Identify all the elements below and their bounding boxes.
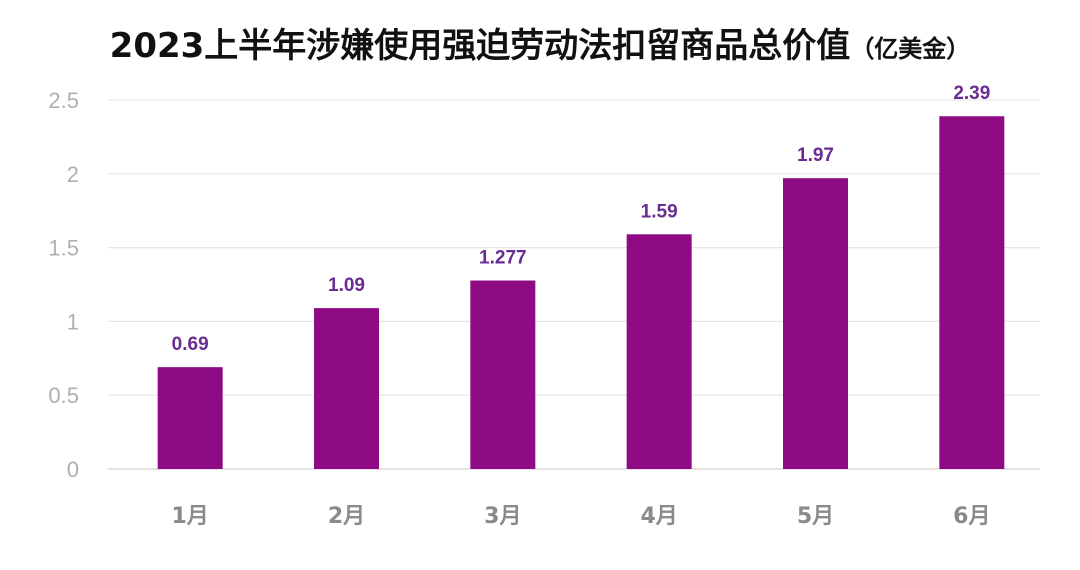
bar (939, 116, 1005, 470)
y-tick-label: 0 (67, 457, 79, 482)
y-axis: 0 0.5 1 1.5 2 2.5 (48, 88, 79, 482)
x-tick-label: 3月 (484, 504, 521, 529)
y-tick-label: 1 (67, 309, 79, 334)
data-labels: 0.69 1.09 1.277 1.59 1.97 2.39 (172, 83, 991, 355)
x-tick-label: 5月 (797, 504, 834, 529)
data-label: 0.69 (172, 334, 209, 355)
chart-title-text: 2023上半年涉嫌使用强迫劳动法扣留商品总价值 (109, 26, 851, 66)
data-label: 2.39 (953, 83, 990, 104)
data-label: 1.59 (641, 201, 678, 222)
bar (470, 280, 536, 469)
bars (157, 116, 1005, 470)
y-tick-label: 2.5 (48, 88, 79, 113)
gridlines (108, 99, 1040, 470)
y-tick-label: 0.5 (48, 383, 79, 408)
x-tick-label: 2月 (328, 504, 365, 529)
data-label: 1.09 (328, 275, 365, 296)
y-tick-label: 1.5 (48, 236, 79, 261)
data-label: 1.97 (797, 145, 834, 166)
bar (783, 178, 848, 469)
x-tick-label: 1月 (172, 504, 209, 529)
x-tick-label: 4月 (641, 504, 678, 529)
data-label: 1.277 (479, 248, 527, 269)
x-tick-label: 6月 (953, 504, 990, 529)
bar (626, 234, 692, 469)
bar (314, 308, 379, 469)
bar (157, 367, 223, 469)
y-tick-label: 2 (67, 162, 79, 187)
x-axis: 1月 2月 3月 4月 5月 6月 (172, 504, 991, 529)
chart-title-unit: （亿美金） (850, 35, 971, 63)
chart-title: 2023上半年涉嫌使用强迫劳动法扣留商品总价值（亿美金） (0, 18, 1080, 77)
